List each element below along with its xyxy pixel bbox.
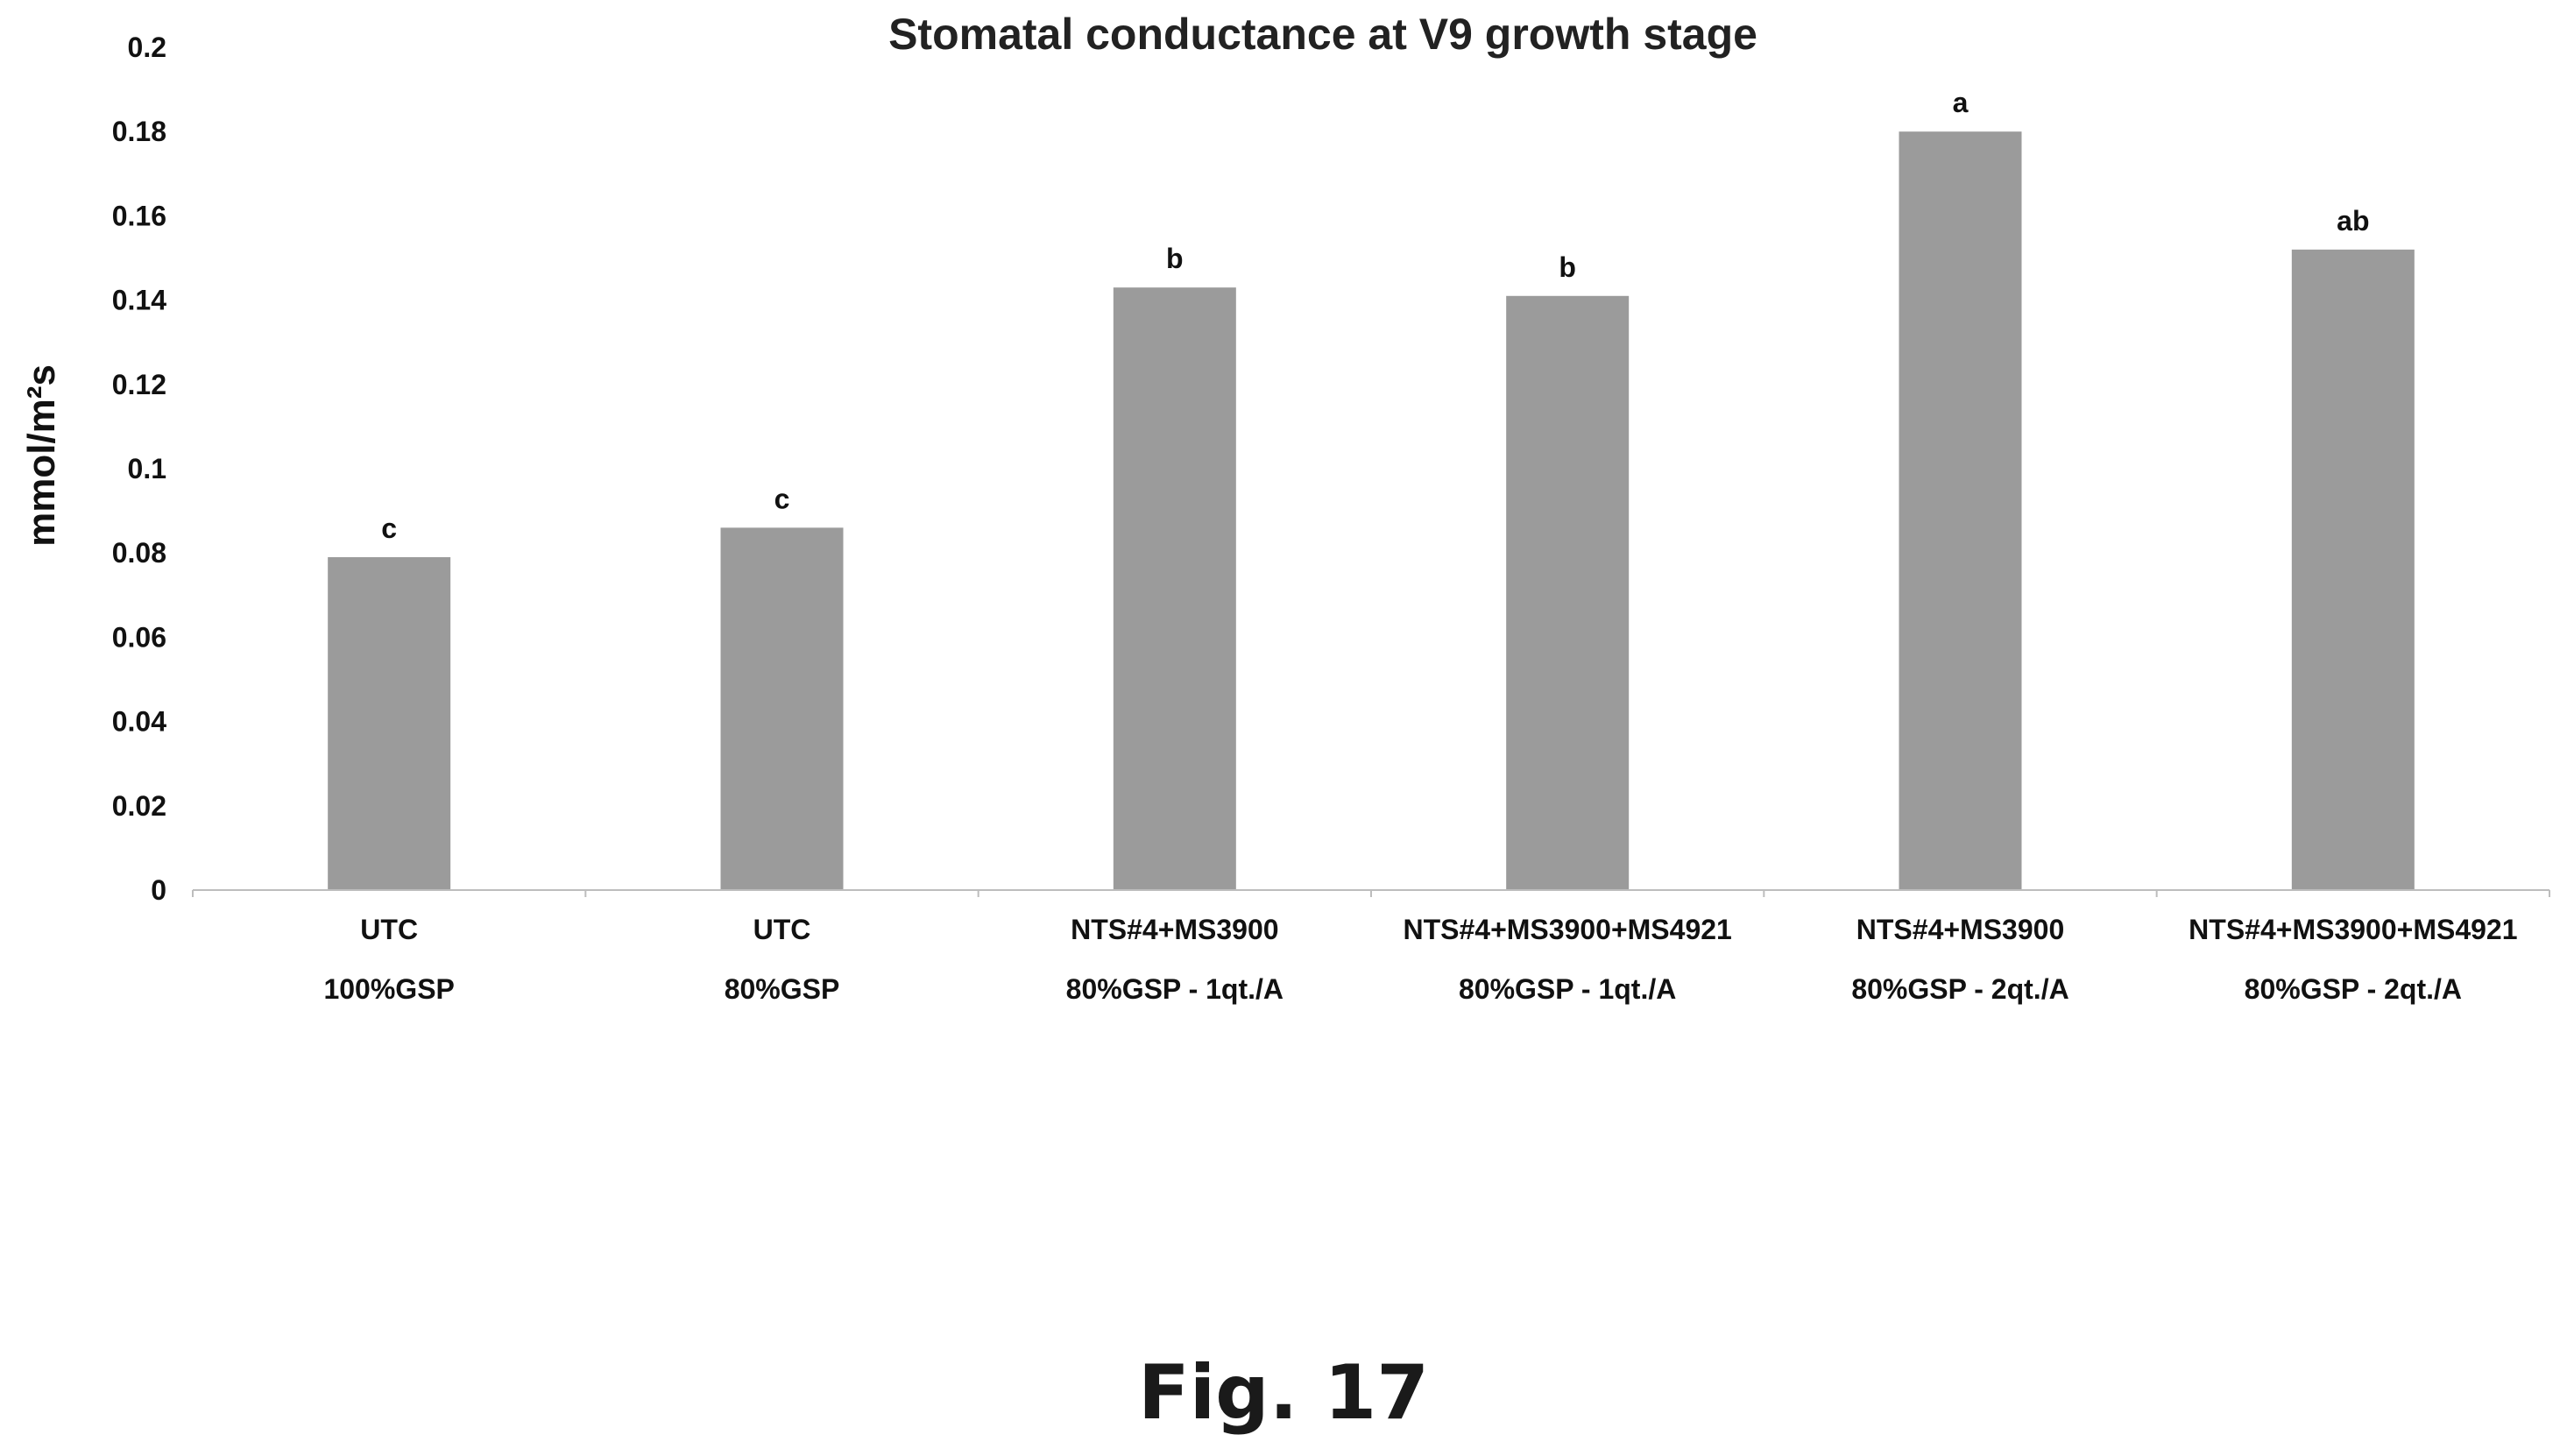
bar (2291, 249, 2415, 890)
y-axis-ticks: 0 0.02 0.04 0.06 0.08 0.1 0.12 0.14 0.16 0.18 0.2 (112, 32, 166, 906)
significance-letter: b (1166, 243, 1184, 274)
x-category-label: 80%GSP - 1qt./A (1066, 973, 1284, 1005)
x-category-label: NTS#4+MS3900+MS4921 (2189, 914, 2517, 945)
chart-title: Stomatal conductance at V9 growth stage (888, 10, 1757, 59)
x-category-label: NTS#4+MS3900 (1856, 914, 2064, 945)
x-category-label: UTC (753, 914, 811, 945)
x-category-label: 80%GSP - 2qt./A (1851, 973, 2068, 1005)
bar-chart: Stomatal conductance at V9 growth stage … (20, 10, 2550, 1005)
y-tick-label: 0.14 (112, 285, 166, 316)
x-axis-labels: UTC 100%GSP UTC 80%GSP NTS#4+MS3900 80%GSP - … (192, 890, 2550, 1005)
x-category-label: UTC (360, 914, 418, 945)
figure-caption: Fig. 17 (1137, 1349, 1430, 1437)
y-tick-label: 0.02 (112, 790, 166, 822)
significance-letter: c (381, 512, 397, 544)
y-axis-label: mmol/m²s (20, 364, 63, 547)
y-tick-label: 0.08 (112, 537, 166, 569)
bar (1506, 295, 1630, 890)
x-category-label: 100%GSP (323, 973, 454, 1005)
significance-letter: a (1953, 87, 1969, 118)
x-category-label: 80%GSP - 1qt./A (1459, 973, 1676, 1005)
x-category-label: NTS#4+MS3900 (1071, 914, 1278, 945)
bar (1899, 131, 2022, 890)
y-tick-label: 0 (151, 874, 166, 906)
bar (720, 527, 844, 890)
significance-letter: c (774, 483, 790, 514)
bar (1113, 287, 1236, 890)
x-category-label: 80%GSP (725, 973, 840, 1005)
significance-letters: c c b b a ab (381, 87, 2369, 544)
y-tick-label: 0.04 (112, 706, 166, 738)
significance-letter: b (1559, 251, 1576, 283)
x-category-label: NTS#4+MS3900+MS4921 (1403, 914, 1731, 945)
bar (328, 557, 451, 890)
y-tick-label: 0.1 (128, 453, 166, 484)
y-tick-label: 0.12 (112, 369, 166, 400)
significance-letter: ab (2337, 205, 2369, 237)
bars-group (328, 131, 2415, 890)
y-tick-label: 0.18 (112, 116, 166, 147)
x-category-label: 80%GSP - 2qt./A (2245, 973, 2462, 1005)
y-tick-label: 0.16 (112, 200, 166, 231)
y-tick-label: 0.2 (128, 32, 166, 63)
y-tick-label: 0.06 (112, 621, 166, 653)
